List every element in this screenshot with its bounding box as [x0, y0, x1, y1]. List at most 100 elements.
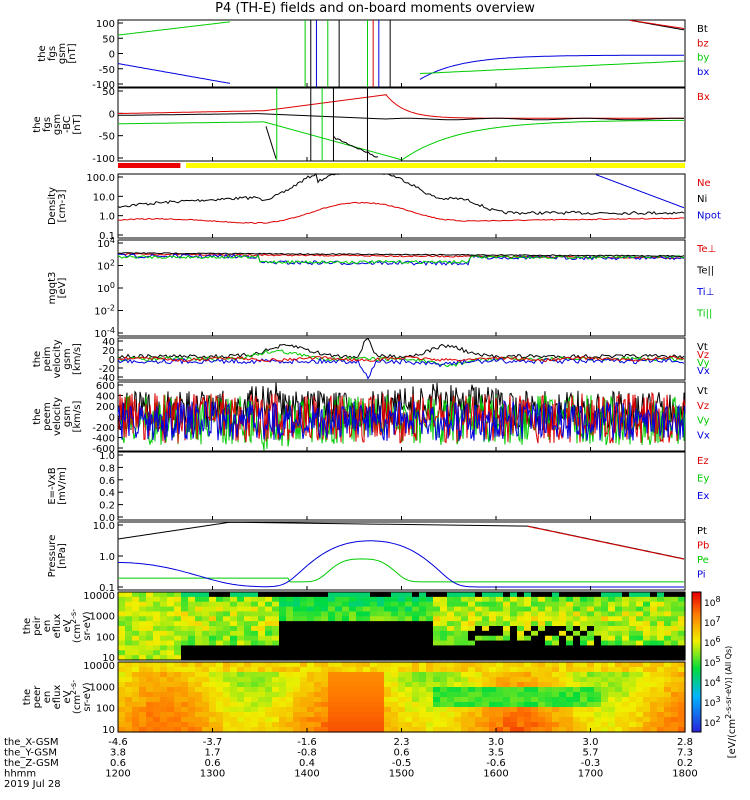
spectrogram-cell	[293, 717, 301, 723]
spectrogram-cell	[475, 655, 483, 661]
spectrogram-cell	[650, 606, 658, 613]
spectrogram-cell	[125, 596, 133, 603]
spectrogram-cell	[202, 621, 210, 627]
spectrogram-cell	[643, 667, 651, 673]
spectrogram-cell	[230, 640, 238, 647]
colorbar-tick: 106	[704, 635, 721, 649]
spectrogram-cell	[580, 601, 588, 608]
spectrogram-cell	[216, 707, 224, 713]
spectrogram-cell	[216, 692, 224, 698]
spectrogram-cell	[216, 727, 224, 733]
spectrogram-cell	[314, 697, 322, 703]
spectrogram-cell	[265, 606, 273, 613]
spectrogram-cell	[265, 702, 273, 708]
spectrogram-cell	[657, 655, 665, 661]
y-axis-label: mgqt3 [eV]	[47, 272, 68, 305]
y-label-line: velocity	[52, 397, 63, 436]
spectrogram-cell	[629, 650, 637, 656]
spectrogram-cell	[398, 635, 406, 642]
spectrogram-cell	[377, 727, 385, 733]
spectrogram-cell	[363, 596, 371, 603]
spectrogram-cell	[132, 611, 140, 617]
spectrogram-cell	[524, 626, 532, 632]
spectrogram-cell	[636, 692, 644, 698]
spectrogram-cell	[202, 596, 210, 603]
spectrogram-cell	[622, 697, 630, 703]
spectrogram-cell	[643, 655, 651, 661]
x-tick-label: -0.3	[581, 758, 601, 769]
spectrogram-cell	[160, 616, 168, 622]
spectrogram-cell	[307, 640, 315, 647]
spectrogram-cell	[524, 606, 532, 613]
spectrogram-cell	[419, 682, 427, 688]
spectrogram-cell	[349, 717, 357, 723]
y-label-line: velocity	[52, 339, 63, 378]
spectrogram-cell	[482, 662, 490, 668]
spectrogram-cell	[468, 672, 476, 678]
spectrogram-cell	[125, 650, 133, 656]
colorbar-swatch	[692, 688, 701, 691]
spectrogram-cell	[174, 717, 182, 723]
spectrogram-cell	[139, 640, 147, 647]
spectrogram-cell	[209, 682, 217, 688]
spectrogram-cell	[293, 606, 301, 613]
spectrogram-cell	[230, 606, 238, 613]
spectrogram-cell	[671, 692, 679, 698]
spectrogram-cell	[573, 645, 581, 651]
spectrogram-cell	[265, 616, 273, 622]
spectrogram-cell	[447, 650, 455, 656]
spectrogram-cell	[265, 611, 273, 617]
spectrogram-cell	[181, 626, 189, 632]
spectrogram-cell	[531, 626, 539, 632]
spectrogram-cell	[517, 606, 525, 613]
spectrogram-cell	[251, 621, 259, 627]
spectrogram-cell	[447, 697, 455, 703]
spectrogram-cell	[440, 662, 448, 668]
spectrogram-cell	[636, 616, 644, 622]
spectrogram-cell	[636, 606, 644, 613]
spectrogram-cell	[461, 687, 469, 693]
spectrogram-cell	[377, 630, 385, 637]
spectrogram-cell	[433, 672, 441, 678]
spectrogram-cell	[321, 712, 329, 718]
spectrogram-cell	[636, 626, 644, 632]
spectrogram-cell	[174, 626, 182, 632]
spectrogram-cell	[139, 677, 147, 683]
spectrogram-cell	[377, 606, 385, 613]
colorbar-swatch	[692, 678, 701, 681]
spectrogram-cell	[370, 727, 378, 733]
spectrogram-cell	[454, 677, 462, 683]
spectrogram-cell	[482, 650, 490, 656]
spectrogram-cell	[615, 640, 623, 647]
spectrogram-cell	[419, 667, 427, 673]
spectrogram-cell	[678, 645, 686, 651]
spectrogram-cell	[573, 687, 581, 693]
spectrogram-cell	[349, 722, 357, 728]
y-label-line: eflux	[52, 685, 63, 710]
x-tick-label: 3.5	[488, 748, 504, 759]
spectrogram-cell	[496, 601, 504, 608]
spectrogram-cell	[335, 667, 343, 673]
spectrogram-cell	[384, 630, 392, 637]
spectrogram-cell	[342, 655, 350, 661]
spectrogram-cell	[335, 727, 343, 733]
spectrogram-cell	[342, 667, 350, 673]
spectrogram-cell	[195, 717, 203, 723]
spectrogram-cell	[335, 682, 343, 688]
colorbar-swatch	[692, 608, 701, 611]
spectrogram-cell	[160, 677, 168, 683]
spectrogram-cell	[146, 717, 154, 723]
spectrogram-cell	[356, 707, 364, 713]
spectrogram-cell	[447, 702, 455, 708]
spectrogram-cell	[167, 677, 175, 683]
spectrogram-cell	[517, 645, 525, 651]
spectrogram-cell	[552, 611, 560, 617]
spectrogram-cell	[132, 702, 140, 708]
spectrogram-cell	[664, 655, 672, 661]
spectrogram-cell	[251, 650, 259, 656]
spectrogram-cell	[629, 677, 637, 683]
spectrogram-cell	[426, 707, 434, 713]
spectrogram-cell	[615, 662, 623, 668]
spectrogram-cell	[503, 682, 511, 688]
spectrogram-cell	[300, 592, 308, 598]
